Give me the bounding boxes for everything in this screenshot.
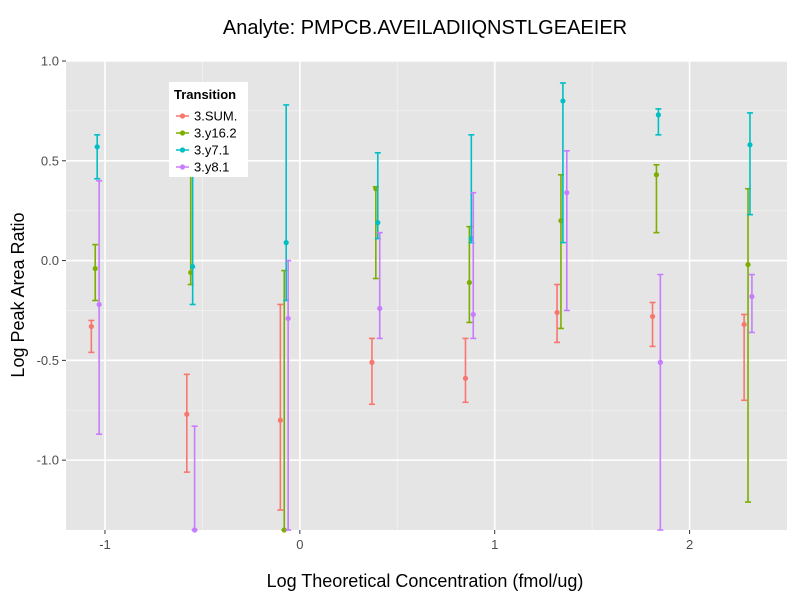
legend-title: Transition <box>174 87 236 102</box>
error-bar <box>462 337 469 404</box>
legend-item: 3.y7.1 <box>176 143 229 158</box>
series-3.y8.1 <box>96 150 755 533</box>
legend-key-point <box>179 130 186 136</box>
legend-item: 3.y16.2 <box>176 126 237 141</box>
data-point <box>92 265 98 272</box>
data-point <box>745 261 751 268</box>
data-point <box>462 375 469 381</box>
legend-label: 3.y16.2 <box>194 126 237 141</box>
grid-lines <box>66 60 787 530</box>
x-axis-title: Log Theoretical Concentration (fmol/ug) <box>267 571 584 591</box>
series-3.SUM. <box>88 283 748 511</box>
data-point <box>375 220 381 226</box>
data-point <box>277 417 283 423</box>
legend-label: 3.y7.1 <box>194 143 229 158</box>
x-tick-label: 0 <box>296 537 303 552</box>
data-point <box>190 263 196 270</box>
data-point <box>655 112 661 118</box>
error-bar <box>94 134 101 180</box>
chart-title: Analyte: PMPCB.AVEILADIIQNSTLGEAEIER <box>223 17 627 39</box>
x-axis: -1 0 1 2 <box>99 530 693 552</box>
data-point <box>564 190 570 196</box>
error-bar <box>649 301 656 348</box>
error-bar <box>368 337 375 406</box>
legend-label: 3.SUM. <box>194 109 237 124</box>
legend-item: 3.SUM. <box>176 109 237 124</box>
error-bar <box>277 303 284 511</box>
data-point <box>96 301 102 308</box>
error-bar <box>559 82 566 244</box>
data-point <box>653 172 660 178</box>
error-bar <box>563 150 570 312</box>
data-point <box>184 411 190 417</box>
series-layer <box>88 82 755 533</box>
data-point <box>192 527 198 533</box>
y-tick-label: 0.5 <box>41 153 59 168</box>
data-point <box>377 305 383 312</box>
legend: Transition 3.SUM. 3.y16.2 3.y7.1 3.y8.1 <box>169 82 248 177</box>
y-tick-label: -0.5 <box>37 353 59 368</box>
legend-box <box>169 82 248 177</box>
data-point <box>369 359 375 365</box>
x-tick-label: 1 <box>491 537 498 552</box>
y-axis: -1.0 -0.5 0.0 0.5 1.0 <box>37 54 66 468</box>
error-bar <box>741 313 748 402</box>
data-point <box>470 311 476 318</box>
data-point <box>94 144 100 150</box>
data-point <box>88 323 94 330</box>
legend-key-point <box>179 147 186 153</box>
y-tick-label: 0.0 <box>41 253 59 268</box>
data-point <box>281 527 287 533</box>
error-bar <box>183 373 190 473</box>
data-point <box>747 142 753 148</box>
y-axis-title: Log Peak Area Ratio <box>8 212 28 377</box>
series-3.y7.1 <box>94 82 753 306</box>
x-tick-label: -1 <box>99 537 111 552</box>
legend-key-point <box>179 113 186 119</box>
data-point <box>741 321 747 328</box>
error-bar <box>746 112 753 216</box>
legend-item: 3.y8.1 <box>176 160 229 175</box>
data-point <box>554 309 560 316</box>
error-bar <box>92 243 99 302</box>
legend-key-point <box>179 164 186 170</box>
data-point <box>649 313 656 320</box>
error-bar <box>285 259 292 531</box>
x-tick-label: 2 <box>686 537 693 552</box>
legend-label: 3.y8.1 <box>194 160 229 175</box>
data-point <box>283 240 289 246</box>
error-bar <box>748 273 755 334</box>
error-bar <box>657 273 664 531</box>
y-tick-label: -1.0 <box>37 453 59 468</box>
data-point <box>560 98 566 104</box>
y-tick-label: 1.0 <box>41 54 59 69</box>
error-bar <box>376 231 383 340</box>
data-point <box>466 279 472 286</box>
data-point <box>657 359 663 365</box>
data-point <box>749 293 755 300</box>
data-point <box>285 315 291 322</box>
error-bar <box>96 179 103 436</box>
